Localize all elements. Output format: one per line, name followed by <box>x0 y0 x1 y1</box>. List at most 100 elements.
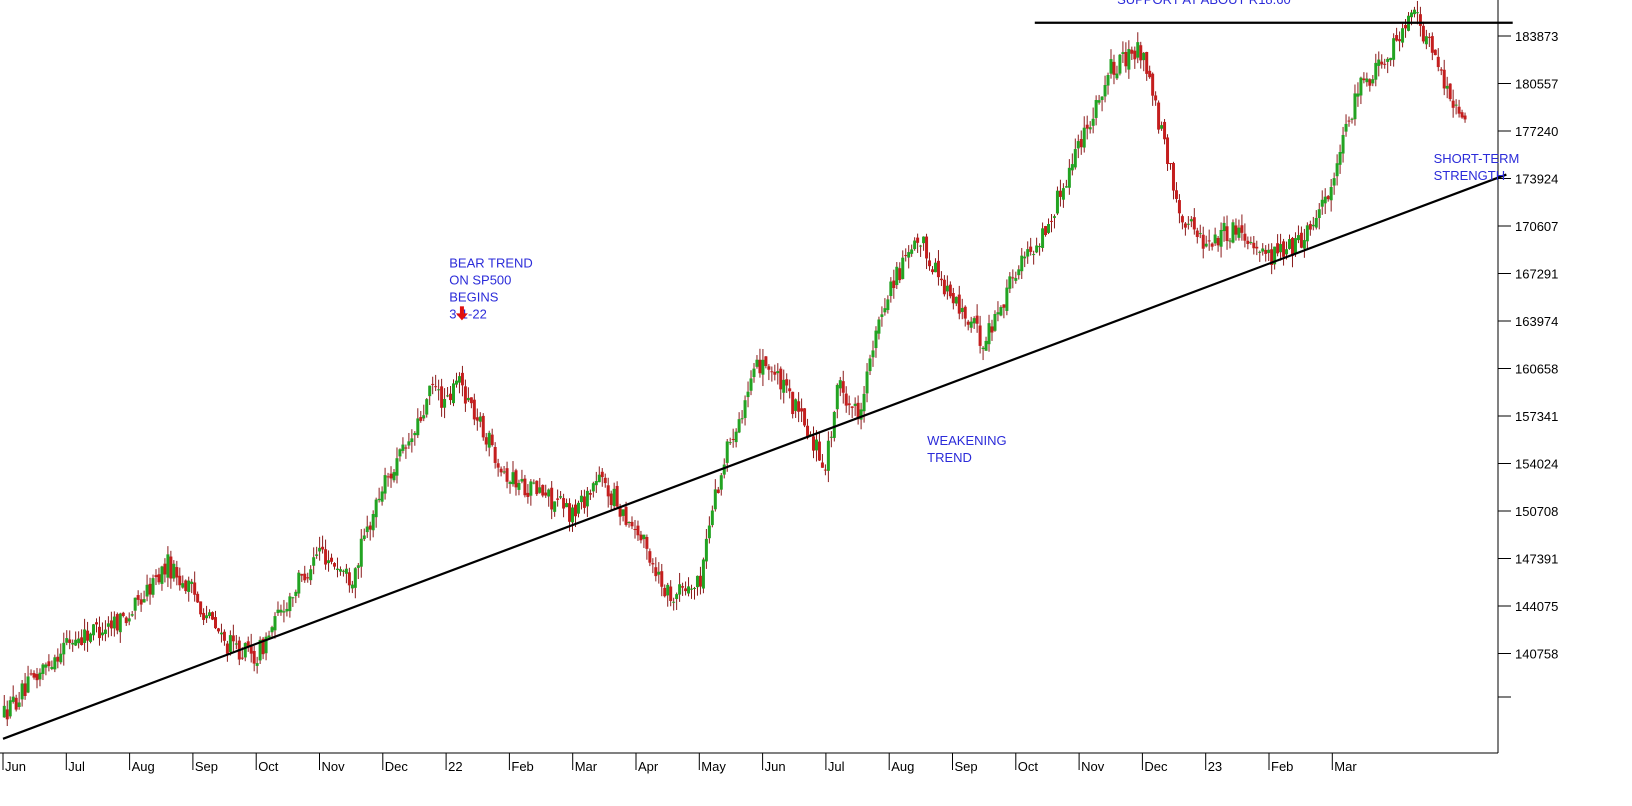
candle-body-up <box>933 262 937 273</box>
candle <box>1008 272 1012 294</box>
candle <box>645 534 649 560</box>
candle <box>1183 221 1187 236</box>
candle <box>1415 0 1419 25</box>
candle <box>1258 250 1262 262</box>
candle-body-up <box>255 663 259 666</box>
candle-body-up <box>359 538 363 567</box>
candle <box>50 660 54 671</box>
candle-body-up <box>452 383 456 404</box>
candle <box>1041 222 1045 252</box>
candle-body-down <box>797 401 801 412</box>
candle-body-up <box>41 664 45 674</box>
candle <box>1234 218 1238 241</box>
candle <box>199 601 203 618</box>
candle-body-up <box>987 323 991 345</box>
candle <box>975 304 979 333</box>
candle <box>294 589 298 604</box>
candle-body-down <box>785 379 789 386</box>
candle-body-down <box>1439 69 1443 71</box>
candle <box>219 623 223 643</box>
candle-body-up <box>83 629 87 643</box>
candle <box>752 363 756 383</box>
candle <box>785 373 789 393</box>
candle <box>1154 91 1158 106</box>
candle <box>279 604 283 616</box>
candle <box>231 624 235 653</box>
candle-body-down <box>175 567 179 578</box>
trendline-layer <box>2 21 1513 740</box>
candle <box>452 379 456 407</box>
candle-body-up <box>356 565 360 568</box>
candle-body-down <box>386 476 390 478</box>
candle-body-down <box>618 507 622 517</box>
candle <box>672 597 676 611</box>
candle-body-down <box>844 393 848 406</box>
candle <box>1106 72 1110 95</box>
candle <box>1365 72 1369 87</box>
candle-body-up <box>208 612 212 617</box>
candle-body-down <box>648 551 652 563</box>
candle-body-down <box>202 612 206 620</box>
candle-body-down <box>1418 14 1422 26</box>
candle-body-up <box>862 393 866 412</box>
candle-body-down <box>1174 190 1178 199</box>
candle <box>11 685 15 704</box>
candle-body-down <box>490 434 494 446</box>
candle <box>1270 243 1274 275</box>
candle <box>449 386 453 405</box>
candle <box>1383 58 1387 69</box>
candle <box>1454 99 1458 115</box>
candle-body-up <box>1204 243 1208 247</box>
candle-body-up <box>1350 118 1354 120</box>
candle <box>196 591 200 604</box>
candle-body-up <box>1091 118 1095 126</box>
candle-body-up <box>1377 59 1381 66</box>
candle-body-up <box>692 587 696 589</box>
candle <box>437 379 441 401</box>
candle-body-down <box>463 386 467 404</box>
candle <box>252 645 256 672</box>
candle-body-down <box>684 588 688 592</box>
candle-body-up <box>145 584 149 597</box>
candle-body-up <box>71 642 75 645</box>
candle <box>181 575 185 589</box>
candle <box>47 654 51 672</box>
candle-body-up <box>901 257 905 279</box>
candle <box>371 510 375 538</box>
candle <box>972 316 976 329</box>
candle <box>612 482 616 509</box>
candle-body-down <box>460 372 464 386</box>
candle-body-up <box>782 379 786 393</box>
candle-body-up <box>1103 85 1107 97</box>
candle-body-up <box>1070 164 1074 171</box>
candle <box>1255 240 1259 256</box>
candle <box>1201 226 1205 259</box>
candle <box>701 557 705 594</box>
candle <box>62 632 66 666</box>
candle <box>44 662 48 676</box>
candle <box>734 428 738 448</box>
candle-body-down <box>1421 25 1425 42</box>
weakening-trend-note: WEAKENING TREND <box>927 433 1006 465</box>
candle-body-down <box>1029 246 1033 252</box>
candle <box>811 426 815 459</box>
candle <box>413 431 417 446</box>
candle <box>190 578 194 594</box>
candle <box>273 612 277 639</box>
candle-body-up <box>318 547 322 552</box>
candle-body-down <box>1201 234 1205 249</box>
candle-body-down <box>136 595 140 600</box>
candle <box>157 567 161 585</box>
candle <box>1136 32 1140 64</box>
candle <box>344 563 348 584</box>
candle-body-down <box>698 575 702 587</box>
candle <box>603 473 607 488</box>
candle <box>627 521 631 528</box>
candle-body-up <box>1189 219 1193 222</box>
candle <box>193 571 197 602</box>
x-tick-label: Jun <box>765 759 786 774</box>
candle <box>588 489 592 501</box>
candle <box>996 301 1000 322</box>
candle-body-down <box>767 366 771 370</box>
candle-body-up <box>597 474 601 483</box>
